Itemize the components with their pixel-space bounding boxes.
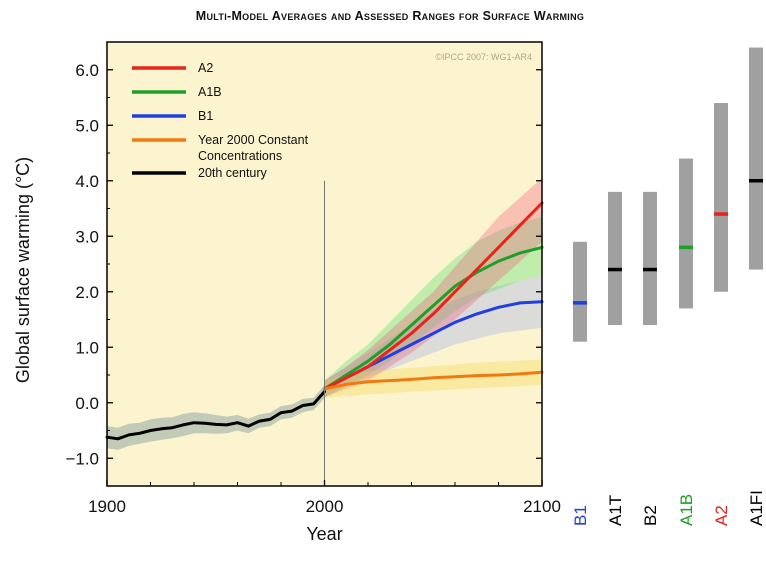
range-label-a2: A2 [712, 505, 731, 526]
series-lines [105, 201, 544, 441]
legend-label-a2: A2 [198, 61, 213, 75]
range-bar-b1 [573, 241, 587, 342]
y-tick-label: 4.0 [75, 172, 99, 191]
legend-label-a1b: A1B [198, 85, 222, 99]
band-a2 [324, 178, 542, 398]
line-a2 [323, 201, 544, 391]
range-label-b1: B1 [571, 505, 590, 526]
band-20th [107, 385, 325, 450]
y-tick-label: 0.0 [75, 394, 99, 413]
copyright-note: ©IPCC 2007: WG1-AR4 [435, 52, 532, 62]
y-tick-label: −1.0 [65, 449, 99, 468]
y-tick-label: 1.0 [75, 338, 99, 357]
x-tick-label: 2000 [306, 497, 344, 516]
line-20th [105, 390, 326, 441]
y-tick-label: 6.0 [75, 61, 99, 80]
x-tick-label: 2100 [523, 497, 561, 516]
range-bar-a2 [714, 103, 728, 292]
range-label-a1t: A1T [606, 495, 625, 526]
y-tick-label: 5.0 [75, 116, 99, 135]
legend: A2 A1B B1 Year 2000 Constant Concentrations 2… [132, 61, 309, 180]
range-label-a1fi: A1FI [747, 490, 766, 526]
legend-label-b1: B1 [198, 109, 213, 123]
band-b1 [324, 275, 542, 398]
range-bar-a1b [679, 158, 693, 309]
chart-title: Multi-Model Averages and Assessed Ranges… [196, 9, 584, 23]
range-label-a1b: A1B [677, 494, 696, 526]
line-year2000 [323, 370, 544, 391]
y-tick-label: 3.0 [75, 227, 99, 246]
line-a1b [323, 245, 544, 391]
range-bar-a1t [608, 191, 622, 326]
x-tick-label: 1900 [88, 497, 126, 516]
range-label-b2: B2 [641, 505, 660, 526]
range-bar-a1fi [749, 47, 763, 270]
scenario-ranges: B1 A1T B2 A1B A2 A1FI [571, 47, 766, 526]
legend-label-year2000: Year 2000 Constant Concentrations [198, 133, 309, 163]
axes: −1.0 0.0 1.0 2.0 3.0 4.0 5.0 6.0 1900 2000 2100 Yea… [13, 41, 561, 544]
y-tick-label: 2.0 [75, 283, 99, 302]
x-axis-label: Year [306, 524, 342, 544]
legend-label-20th: 20th century [198, 166, 268, 180]
range-bar-b2 [643, 191, 657, 326]
y-axis-label: Global surface warming (°C) [13, 157, 33, 383]
